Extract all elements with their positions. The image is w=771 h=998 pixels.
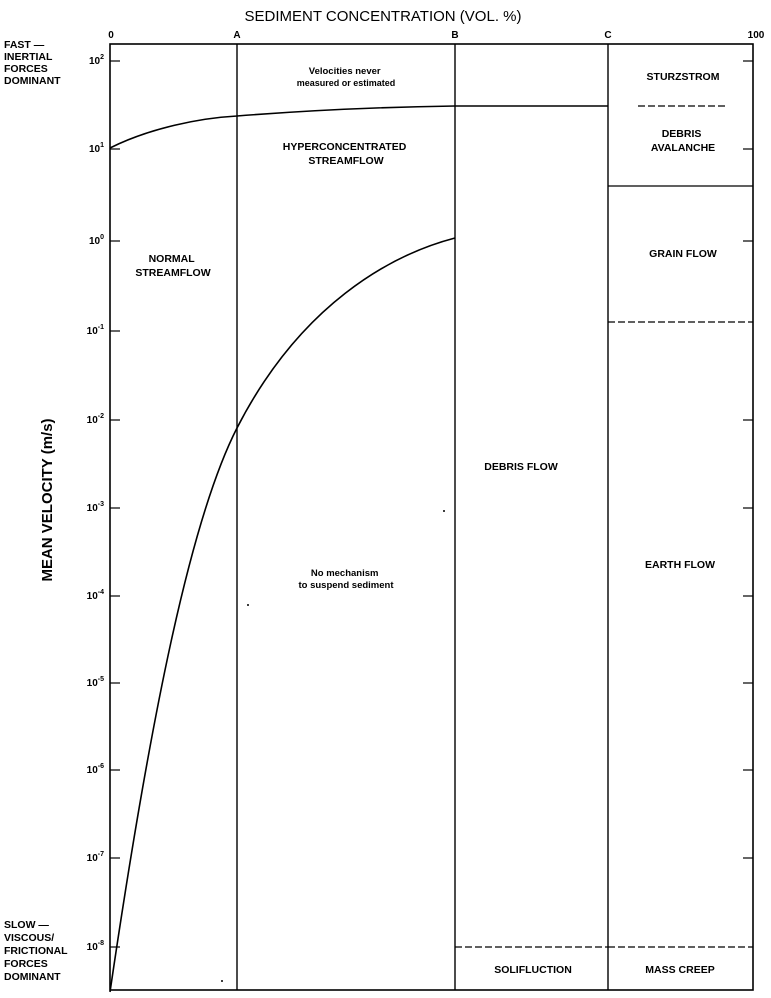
x-tick-label-c: C <box>604 30 611 41</box>
scan-speck <box>443 510 445 512</box>
label-debris-avalanche: DEBRIS AVALANCHE <box>651 128 715 154</box>
label-grain-flow: GRAIN FLOW <box>649 248 717 260</box>
upper-velocity-curve <box>109 105 608 149</box>
y-tick-1e-2: 10-2 <box>87 413 104 426</box>
y-tick-1e-4: 10-4 <box>87 589 104 602</box>
y-tick-1e-8: 10-8 <box>87 940 104 953</box>
right-y-ticks <box>743 60 753 859</box>
lower-boundary-curve <box>109 237 456 993</box>
x-axis-title: SEDIMENT CONCENTRATION (VOL. %) <box>245 8 522 25</box>
x-tick-label-100: 100 <box>748 30 765 41</box>
label-mass-creep: MASS CREEP <box>645 964 714 976</box>
y-tick-1e0: 100 <box>89 234 104 247</box>
x-tick-label-0: 0 <box>108 30 114 41</box>
label-normal-streamflow: NORMAL STREAMFLOW <box>135 253 210 279</box>
y-tick-1e-6: 10-6 <box>87 763 104 776</box>
y-tick-1e1: 101 <box>89 142 104 155</box>
label-solifluction: SOLIFLUCTION <box>494 964 572 976</box>
label-no-mechanism: No mechanism to suspend sediment <box>298 568 394 591</box>
scan-speck <box>247 604 249 606</box>
y-tick-1e-5: 10-5 <box>87 676 104 689</box>
label-debris-flow: DEBRIS FLOW <box>484 461 558 473</box>
label-hyperconcentrated-streamflow: HYPERCONCENTRATED STREAMFLOW <box>283 141 409 167</box>
y-axis-title: MEAN VELOCITY (m/s) <box>39 418 56 581</box>
y-tick-1e-3: 10-3 <box>87 501 104 514</box>
y-tick-1e-7: 10-7 <box>87 851 104 864</box>
scan-speck <box>221 980 223 982</box>
x-tick-label-a: A <box>233 30 240 41</box>
fast-inertial-note: FAST — INERTIAL FORCES DOMINANT <box>4 39 61 87</box>
plot-frame <box>109 43 754 991</box>
label-velocities-never: Velocities never measured or estimated <box>297 66 396 88</box>
y-tick-1e2: 102 <box>89 54 104 67</box>
left-y-ticks <box>110 60 120 948</box>
label-earth-flow: EARTH FLOW <box>645 559 715 571</box>
y-tick-1e-1: 10-1 <box>87 324 104 337</box>
slow-viscous-note: SLOW — VISCOUS/ FRICTIONAL FORCES DOMINA… <box>4 919 70 983</box>
x-tick-label-b: B <box>451 30 458 41</box>
label-sturzstrom: STURZSTROM <box>647 71 720 83</box>
